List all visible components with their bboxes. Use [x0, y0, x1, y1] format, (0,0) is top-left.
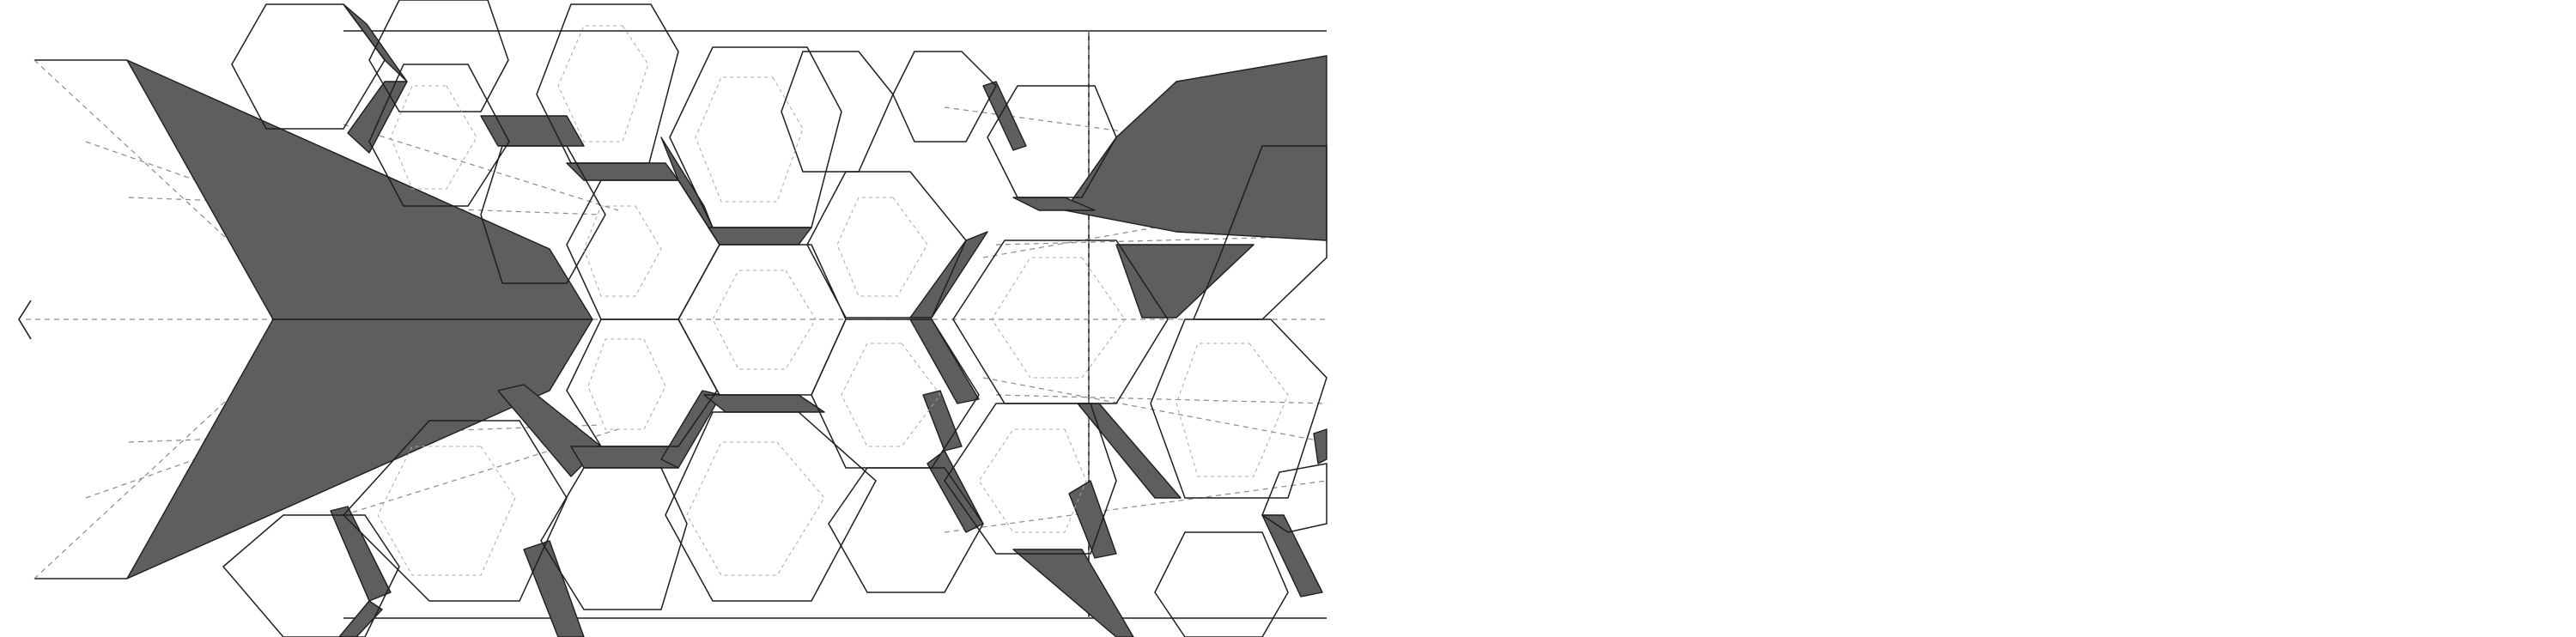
- fold-strip: [708, 227, 812, 246]
- dashed-line: [995, 394, 1327, 404]
- dashed-line: [944, 480, 1327, 533]
- fold-strip: [927, 450, 984, 533]
- hexagon: [1154, 531, 1289, 637]
- left-chevron-mark: [18, 300, 32, 340]
- dashed-line: [343, 124, 619, 211]
- inner-hexagon: [377, 446, 516, 576]
- hexagon: [987, 85, 1117, 198]
- fold-strip: [330, 506, 392, 602]
- fold-strip: [909, 318, 980, 404]
- hexagon: [536, 3, 679, 164]
- fold-strip: [660, 390, 722, 469]
- hexagon: [368, 0, 509, 112]
- dashed-line: [33, 355, 276, 579]
- fold-strip: [1115, 244, 1255, 318]
- fold-strip: [347, 81, 408, 154]
- left-arrow-lower-facet: [126, 318, 593, 579]
- inner-hexagon: [841, 343, 941, 447]
- dashed-line: [33, 59, 276, 284]
- inner-hexagon: [978, 428, 1087, 533]
- fold-strip: [909, 231, 988, 318]
- hexagon-outlines: [222, 0, 1327, 637]
- hexagon: [566, 318, 718, 447]
- hexagon: [368, 64, 510, 207]
- dashed-line: [982, 377, 1327, 443]
- fold-strip: [1077, 403, 1182, 499]
- inner-hexagon: [695, 76, 804, 203]
- inner-hexagon: [587, 338, 666, 430]
- hexagon: [222, 514, 400, 637]
- inner-hexagon: [991, 257, 1126, 379]
- left-arrow-upper-facet: [126, 59, 593, 320]
- inner-hexagon: [712, 270, 817, 370]
- hexagon: [1150, 318, 1327, 499]
- fold-strip: [1012, 549, 1134, 637]
- dark-folded-facets: [126, 3, 1327, 637]
- hexagon: [540, 467, 688, 610]
- hexagon: [828, 467, 984, 593]
- inner-hexagon: [557, 25, 649, 143]
- right-arrow-upper-facet: [1064, 55, 1327, 241]
- inner-hexagon: [583, 205, 662, 297]
- fold-strip: [982, 81, 1027, 151]
- inner-hexagon: [390, 85, 477, 190]
- fold-strip: [1313, 428, 1327, 464]
- fold-strip: [480, 115, 585, 147]
- fold-strip: [703, 394, 825, 413]
- hexagon: [811, 318, 980, 469]
- fold-strip: [523, 540, 585, 637]
- fold-strip: [566, 162, 679, 181]
- fold-strip: [1261, 514, 1323, 598]
- fold-strip: [338, 600, 383, 637]
- inner-hexagon: [1176, 343, 1289, 477]
- hexagon: [231, 3, 386, 130]
- hexagon: [342, 420, 568, 602]
- hexagon: [480, 145, 606, 284]
- fold-strip: [1068, 480, 1117, 559]
- inner-hexagon: [686, 441, 825, 576]
- hexagon: [781, 51, 894, 173]
- hexagon: [1261, 463, 1327, 533]
- hexagon: [1192, 145, 1327, 320]
- inner-hexagon-guides: [377, 25, 1289, 576]
- hexagon: [944, 403, 1117, 555]
- hexagon: [669, 46, 842, 228]
- inner-hexagon: [836, 197, 928, 297]
- hexagon: [665, 411, 877, 602]
- hexagon: [892, 51, 997, 143]
